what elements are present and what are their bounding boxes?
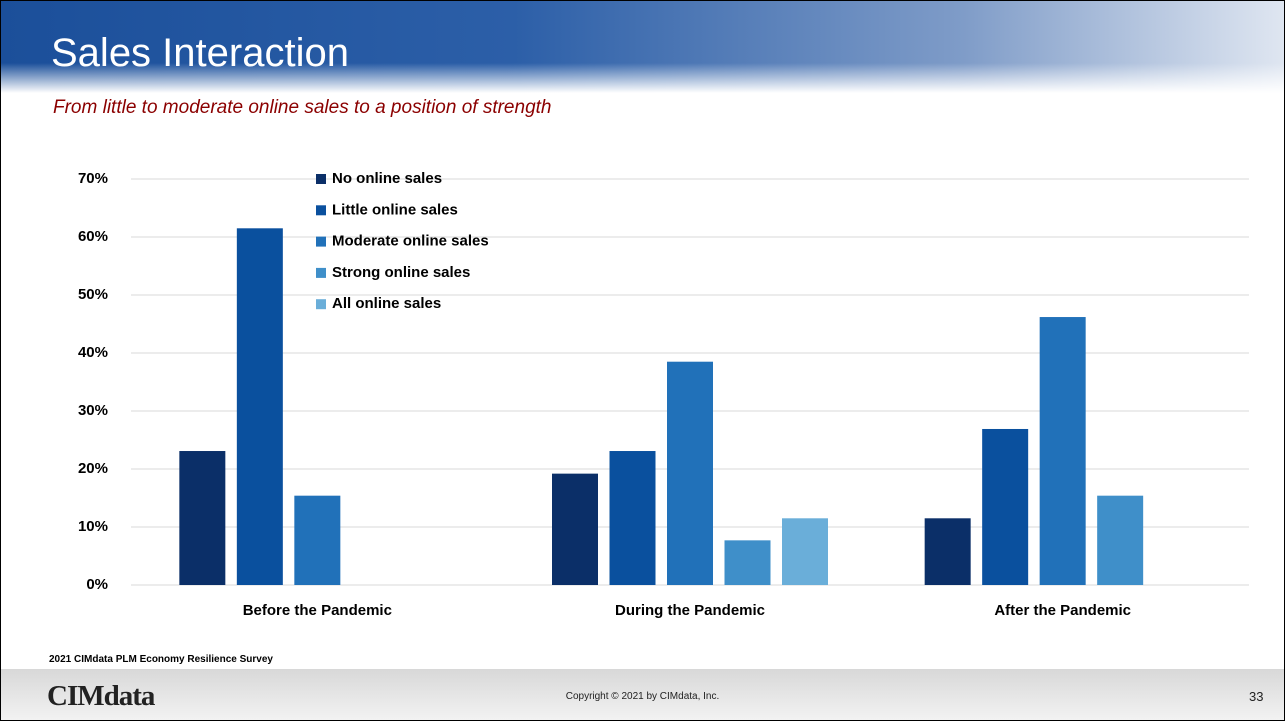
y-tick-label: 0% xyxy=(86,576,108,593)
bar xyxy=(1039,317,1086,585)
bar xyxy=(724,540,771,585)
legend-label: Moderate online sales xyxy=(332,233,489,250)
footer-band xyxy=(1,669,1284,720)
legend-swatch xyxy=(316,174,326,184)
bar xyxy=(609,451,656,585)
bar xyxy=(1097,495,1144,585)
logo: CIMdata xyxy=(47,680,155,712)
y-tick-label: 50% xyxy=(78,286,108,303)
bar xyxy=(179,451,226,585)
x-tick-label: After the Pandemic xyxy=(994,602,1131,619)
bar xyxy=(667,361,713,585)
source-note: 2021 CIMdata PLM Economy Resilience Surv… xyxy=(49,654,273,665)
page-number: 33 xyxy=(1249,689,1264,704)
x-tick-label: Before the Pandemic xyxy=(243,602,392,619)
y-tick-label: 40% xyxy=(78,344,108,361)
legend-swatch xyxy=(316,205,326,216)
legend-label: No online sales xyxy=(332,170,442,187)
y-tick-label: 60% xyxy=(78,228,108,245)
slide-title: Sales Interaction xyxy=(51,31,349,75)
legend-swatch xyxy=(316,236,326,247)
y-tick-label: 30% xyxy=(78,402,108,419)
y-tick-label: 70% xyxy=(78,170,108,187)
bar xyxy=(236,228,283,586)
header-band xyxy=(1,1,1284,93)
slide-subtitle: From little to moderate online sales to … xyxy=(53,97,552,118)
bar xyxy=(924,518,971,585)
legend-label: Strong online sales xyxy=(332,264,470,281)
legend-label: All online sales xyxy=(332,295,441,312)
copyright: Copyright © 2021 by CIMdata, Inc. xyxy=(565,691,720,702)
y-tick-label: 20% xyxy=(78,460,108,477)
x-tick-label: During the Pandemic xyxy=(615,602,765,619)
bar xyxy=(782,518,828,585)
bar xyxy=(294,495,341,585)
legend-label: Little online sales xyxy=(332,201,458,218)
y-tick-label: 10% xyxy=(78,518,108,535)
legend-swatch xyxy=(316,267,326,278)
bar xyxy=(552,473,598,585)
bar xyxy=(982,428,1029,585)
chart: 0% 10% 20% 30% 40% 50% 60% 70% Before the Pandem… xyxy=(78,170,1249,619)
legend-swatch xyxy=(316,299,326,310)
